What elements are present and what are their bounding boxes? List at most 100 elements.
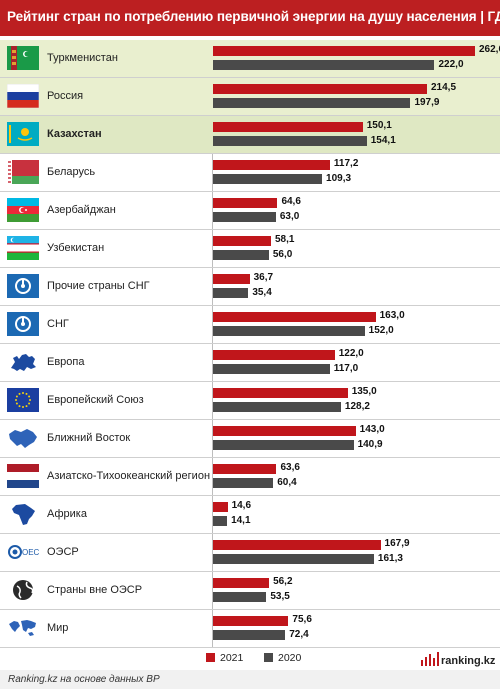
middle-east-map-icon xyxy=(9,429,37,448)
row-separator xyxy=(0,153,500,154)
bar-2020 xyxy=(213,554,374,564)
data-label-2021: 58,1 xyxy=(274,234,295,245)
chart-row: Россия 214,5 197,9 xyxy=(0,78,500,115)
category-axis-line xyxy=(212,40,213,648)
data-label-2020: 152,0 xyxy=(368,325,394,336)
data-label-2020: 197,9 xyxy=(414,97,440,108)
bar-2021 xyxy=(213,312,376,322)
category-label: ОЭСР xyxy=(47,546,79,558)
category-label: Россия xyxy=(47,90,84,102)
row-separator xyxy=(0,343,500,344)
title-bar: Рейтинг стран по потреблению первичной э… xyxy=(0,0,500,36)
row-separator xyxy=(0,77,500,78)
chart-row: Туркменистан 262,6 222,0 xyxy=(0,40,500,77)
source-note: Ranking.kz на основе данных BP xyxy=(8,674,160,685)
data-label-2020: 128,2 xyxy=(344,401,370,412)
row-separator xyxy=(0,419,500,420)
data-label-2020: 117,0 xyxy=(333,363,359,374)
category-label: Узбекистан xyxy=(47,242,105,254)
data-label-2021: 143,0 xyxy=(359,424,385,435)
data-label-2021: 56,2 xyxy=(273,576,293,587)
chart-row: Мир 75,6 72,4 xyxy=(0,610,500,647)
data-label-2021: 63,6 xyxy=(280,462,300,473)
legend-label-2020: 2020 xyxy=(278,652,302,664)
row-separator xyxy=(0,495,500,496)
data-label-2021: 163,0 xyxy=(379,310,405,321)
ranking-logo-icon xyxy=(421,652,439,666)
chart-row: Африка 14,6 14,1 xyxy=(0,496,500,533)
bar-2021 xyxy=(213,426,356,436)
bar-2020 xyxy=(213,212,276,222)
row-separator xyxy=(0,305,500,306)
category-label: Европа xyxy=(47,356,85,368)
bar-2020 xyxy=(213,136,367,146)
bar-2021 xyxy=(213,350,335,360)
bar-2020 xyxy=(213,250,269,260)
chart-row: Беларусь 117,2 109,3 xyxy=(0,154,500,191)
data-label-2020: 53,5 xyxy=(270,591,290,602)
legend: 2021 2020 xyxy=(0,652,500,666)
chart-row: Страны вне ОЭСР 56,2 53,5 xyxy=(0,572,500,609)
row-separator xyxy=(0,381,500,382)
row-separator xyxy=(0,609,500,610)
bar-2021 xyxy=(213,578,270,588)
chart-row: Азиатско-Тихоокеанский регион 63,6 60,4 xyxy=(0,458,500,495)
bar-2021 xyxy=(213,84,427,94)
data-label-2020: 72,4 xyxy=(289,629,309,640)
chart-row: Узбекистан 58,1 56,0 xyxy=(0,230,500,267)
data-label-2021: 75,6 xyxy=(292,614,312,625)
bar-2021 xyxy=(213,122,363,132)
data-label-2021: 150,1 xyxy=(366,120,392,131)
legend-label-2021: 2021 xyxy=(220,652,244,664)
bar-2020 xyxy=(213,60,435,70)
data-label-2021: 14,6 xyxy=(231,500,252,511)
category-label: Европейский Союз xyxy=(47,394,144,406)
data-label-2021: 36,7 xyxy=(253,272,274,283)
data-label-2020: 222,0 xyxy=(438,59,464,70)
data-label-2020: 140,9 xyxy=(357,439,383,450)
africa-map-icon xyxy=(12,504,35,525)
row-separator xyxy=(0,267,500,268)
row-separator xyxy=(0,115,500,116)
bar-2021 xyxy=(213,160,330,170)
eu-flag-icon xyxy=(7,388,39,412)
data-label-2020: 56,0 xyxy=(272,249,293,260)
legend-swatch-2020 xyxy=(264,653,273,662)
row-separator xyxy=(0,191,500,192)
legend-swatch-2021 xyxy=(206,653,215,662)
cis-emblem-icon xyxy=(7,274,39,298)
category-label: Ближний Восток xyxy=(47,432,131,444)
chart-title: Рейтинг стран по потреблению первичной э… xyxy=(7,9,500,24)
data-label-2021: 214,5 xyxy=(431,82,457,93)
category-label: Страны вне ОЭСР xyxy=(47,584,143,596)
russia-flag-icon xyxy=(7,84,39,108)
category-label: Туркменистан xyxy=(47,52,118,64)
azerbaijan-flag-icon xyxy=(7,198,39,222)
chart-row: Ближний Восток 143,0 140,9 xyxy=(0,420,500,457)
bar-2020 xyxy=(213,98,411,108)
data-label-2020: 109,3 xyxy=(326,173,352,184)
bar-2021 xyxy=(213,46,475,56)
bar-2021 xyxy=(213,236,271,246)
bar-2020 xyxy=(213,402,341,412)
bar-2021 xyxy=(213,616,289,626)
europe-map-icon xyxy=(11,354,36,371)
row-separator xyxy=(0,571,500,572)
data-label-2021: 64,6 xyxy=(281,196,301,207)
data-label-2020: 60,4 xyxy=(277,477,297,488)
uzbekistan-flag-icon xyxy=(7,236,39,260)
chart-row: Европейский Союз 135,0 128,2 xyxy=(0,382,500,419)
row-separator xyxy=(0,229,500,230)
category-label: Африка xyxy=(47,508,87,520)
bar-2020 xyxy=(213,326,365,336)
category-label: Азиатско-Тихоокеанский регион xyxy=(47,470,211,482)
data-label-2021: 117,2 xyxy=(333,158,359,169)
data-label-2021: 122,0 xyxy=(338,348,364,359)
turkmenistan-flag-icon xyxy=(7,46,39,70)
data-label-2020: 161,3 xyxy=(377,553,403,564)
bar-2020 xyxy=(213,516,228,526)
chart-row: Европа 122,0 117,0 xyxy=(0,344,500,381)
data-label-2021: 167,9 xyxy=(384,538,410,549)
bar-2020 xyxy=(213,630,286,640)
bar-2020 xyxy=(213,288,249,298)
